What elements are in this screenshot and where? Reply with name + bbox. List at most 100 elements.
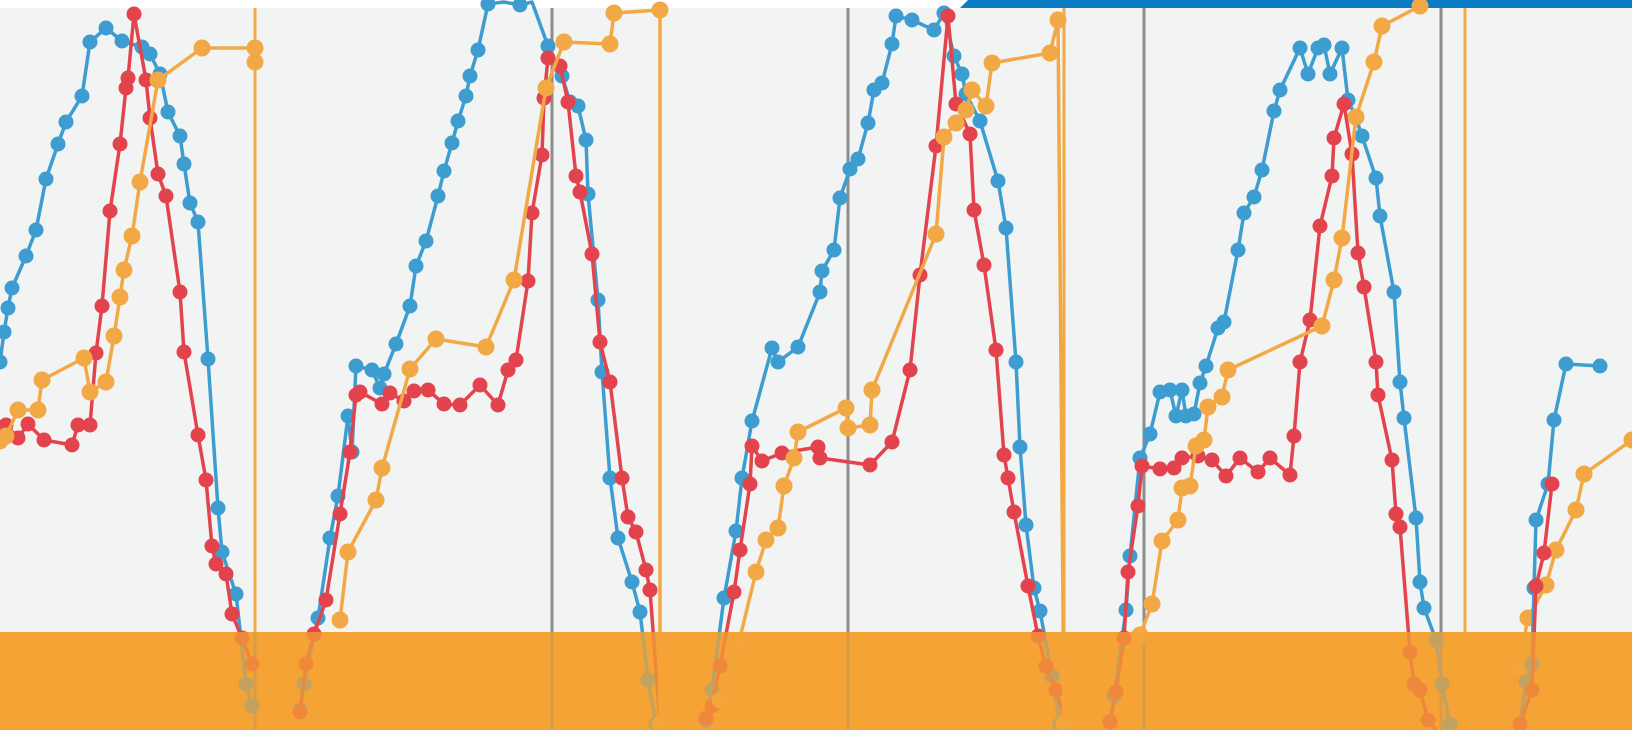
- data-point-10-12: [1186, 406, 1202, 422]
- data-point-10-37: [1408, 510, 1424, 526]
- data-point-13-6: [1575, 465, 1593, 483]
- data-point-13-5: [1567, 501, 1585, 519]
- data-point-11-8: [1166, 460, 1182, 476]
- data-point-12-9: [1199, 398, 1217, 416]
- data-point-2-8: [82, 417, 98, 433]
- data-point-11-25: [1350, 245, 1366, 261]
- data-point-1-2: [0, 324, 12, 340]
- data-point-10-27: [1322, 66, 1338, 82]
- data-point-9-16: [957, 101, 975, 119]
- data-point-7-12: [826, 242, 842, 258]
- data-point-11-20: [1312, 218, 1328, 234]
- data-point-5-15: [452, 397, 468, 413]
- data-point-8-4: [726, 584, 742, 600]
- data-point-10-6: [1142, 426, 1158, 442]
- data-point-5-12: [406, 383, 422, 399]
- data-point-4-12: [388, 336, 404, 352]
- data-point-7-14: [842, 161, 858, 177]
- data-point-7-29: [998, 220, 1014, 236]
- data-point-3-2: [0, 427, 15, 445]
- data-point-10-28: [1334, 40, 1350, 56]
- data-point-4-15: [418, 233, 434, 249]
- series-11: [1102, 96, 1438, 730]
- data-point-12-6: [1181, 477, 1199, 495]
- data-point-2-26: [218, 566, 234, 582]
- data-point-5-6: [342, 444, 358, 460]
- series-line-8: [704, 14, 1070, 730]
- data-point-11-23: [1336, 96, 1352, 112]
- data-point-2-22: [190, 427, 206, 443]
- data-point-3-6: [75, 349, 93, 367]
- data-point-10-36: [1396, 410, 1412, 426]
- data-point-2-11: [102, 203, 118, 219]
- data-point-1-22: [200, 351, 216, 367]
- data-point-4-22: [470, 42, 486, 58]
- data-point-6-2: [339, 543, 357, 561]
- data-point-1-7: [38, 171, 54, 187]
- data-point-5-29: [584, 246, 600, 262]
- data-point-8-6: [742, 476, 758, 492]
- data-point-7-30: [1008, 354, 1024, 370]
- data-point-7-8: [770, 354, 786, 370]
- data-point-7-27: [972, 113, 988, 129]
- data-point-11-6: [1134, 458, 1150, 474]
- data-point-10-33: [1372, 208, 1388, 224]
- data-point-1-6: [28, 222, 44, 238]
- data-point-12-11: [1219, 361, 1237, 379]
- data-point-4-19: [450, 113, 466, 129]
- data-point-10-20: [1254, 162, 1270, 178]
- data-point-7-25: [954, 66, 970, 82]
- data-point-4-9: [364, 362, 380, 378]
- data-point-7-11: [814, 263, 830, 279]
- data-point-9-4: [757, 531, 775, 549]
- data-point-3-11: [115, 261, 133, 279]
- data-point-5-19: [508, 352, 524, 368]
- data-point-4-25: [512, 0, 528, 13]
- data-point-11-17: [1286, 428, 1302, 444]
- data-point-11-28: [1370, 387, 1386, 403]
- data-point-12-8: [1195, 431, 1213, 449]
- data-point-6-12: [605, 4, 623, 22]
- data-point-9-15: [947, 114, 965, 132]
- data-point-4-21: [462, 68, 478, 84]
- data-point-10-13: [1192, 375, 1208, 391]
- data-point-12-4: [1169, 511, 1187, 529]
- data-point-5-20: [520, 273, 536, 289]
- data-point-6-8: [505, 271, 523, 289]
- data-point-2-14: [120, 70, 136, 86]
- data-point-1-15: [142, 46, 158, 62]
- data-point-5-28: [572, 184, 588, 200]
- data-point-14-9: [1592, 358, 1608, 374]
- data-point-4-37: [624, 574, 640, 590]
- data-point-8-25: [1006, 504, 1022, 520]
- data-point-11-4: [1120, 564, 1136, 580]
- data-point-1-10: [74, 88, 90, 104]
- data-point-5-4: [318, 592, 334, 608]
- data-point-10-24: [1300, 66, 1316, 82]
- data-point-7-28: [990, 173, 1006, 189]
- data-point-1-18: [172, 128, 188, 144]
- data-point-5-27: [568, 168, 584, 184]
- data-point-8-5: [732, 542, 748, 558]
- data-point-9-20: [1041, 44, 1059, 62]
- data-point-10-22: [1272, 82, 1288, 98]
- data-point-8-22: [988, 342, 1004, 358]
- data-point-2-21: [176, 344, 192, 360]
- data-point-12-14: [1333, 229, 1351, 247]
- data-point-9-14: [935, 128, 953, 146]
- data-point-5-21: [524, 205, 540, 221]
- data-point-10-8: [1162, 382, 1178, 398]
- data-point-4-17: [436, 163, 452, 179]
- data-point-2-5: [36, 432, 52, 448]
- data-point-4-16: [430, 188, 446, 204]
- data-point-7-6: [744, 413, 760, 429]
- top-accent-bar: [960, 0, 1632, 8]
- data-point-11-7: [1152, 461, 1168, 477]
- data-point-9-19: [983, 54, 1001, 72]
- data-point-15-3: [1528, 578, 1544, 594]
- data-point-9-11: [861, 416, 879, 434]
- data-point-1-25: [228, 586, 244, 602]
- data-point-11-5: [1130, 498, 1146, 514]
